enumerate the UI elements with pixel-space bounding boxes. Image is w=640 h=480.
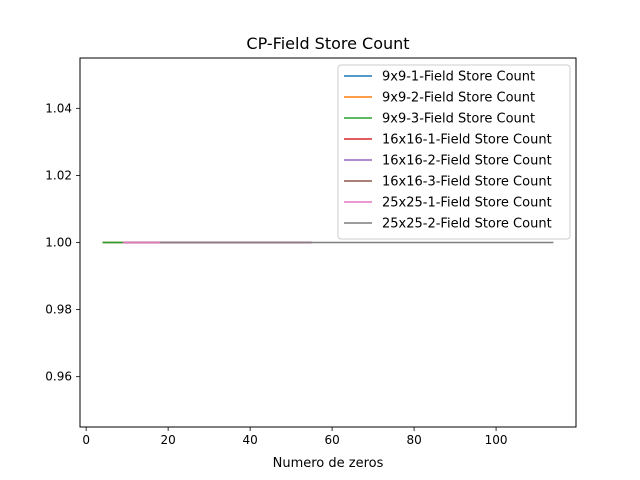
x-axis-label: Numero de zeros — [273, 456, 384, 471]
legend-label: 9x9-3-Field Store Count — [382, 112, 535, 127]
legend-label: 16x16-1-Field Store Count — [382, 133, 552, 148]
y-tick-label: 1.00 — [45, 236, 72, 250]
x-tick-label: 60 — [324, 433, 339, 447]
legend-label: 25x25-2-Field Store Count — [382, 217, 552, 232]
legend-label: 25x25-1-Field Store Count — [382, 196, 552, 211]
x-tick-label: 20 — [160, 433, 175, 447]
y-tick-label: 1.02 — [45, 168, 72, 182]
y-tick-label: 1.04 — [45, 101, 72, 115]
legend-label: 9x9-2-Field Store Count — [382, 91, 535, 106]
x-tick-label: 80 — [406, 433, 421, 447]
legend: 9x9-1-Field Store Count 9x9-2-Field Store… — [337, 64, 571, 240]
x-tick-label: 100 — [485, 433, 508, 447]
chart-title: CP-Field Store Count — [246, 34, 409, 53]
y-tick-label: 0.96 — [45, 370, 72, 384]
legend-label: 9x9-1-Field Store Count — [382, 70, 535, 85]
x-tick-label: 0 — [82, 433, 90, 447]
x-axis-ticks: 0 20 40 60 80 100 — [82, 427, 508, 447]
y-tick-label: 0.98 — [45, 303, 72, 317]
legend-label: 16x16-2-Field Store Count — [382, 154, 552, 169]
legend-box — [337, 64, 571, 240]
y-axis-ticks: 0.96 0.98 1.00 1.02 1.04 — [45, 101, 80, 384]
x-tick-label: 40 — [242, 433, 257, 447]
legend-label: 16x16-3-Field Store Count — [382, 175, 552, 190]
